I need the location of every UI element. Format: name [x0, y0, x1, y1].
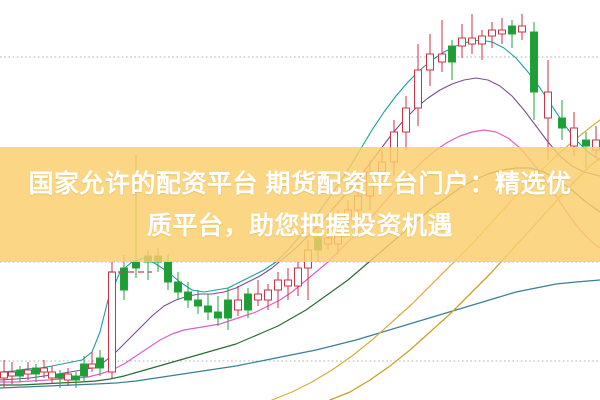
candle-body	[96, 357, 104, 369]
candlestick	[96, 350, 104, 376]
candle-body	[80, 363, 88, 377]
candle-body	[414, 69, 422, 109]
candle-body	[274, 279, 282, 291]
candle-body	[88, 363, 96, 369]
candlestick	[294, 262, 302, 296]
candlestick	[264, 284, 272, 310]
candlestick	[16, 366, 24, 382]
candle-body	[132, 261, 140, 269]
candle-body	[244, 293, 252, 311]
candle-body	[214, 311, 222, 319]
candle-body	[468, 37, 476, 45]
candlestick	[426, 34, 434, 86]
candle-body	[458, 37, 466, 47]
candle-body	[224, 299, 232, 319]
candle-body	[294, 267, 302, 287]
candlestick	[468, 14, 476, 54]
candle-body	[24, 369, 32, 375]
candle-body	[438, 53, 446, 63]
candle-body	[478, 35, 486, 45]
candle-body	[508, 25, 516, 35]
candlestick	[274, 272, 282, 308]
candlestick	[40, 360, 48, 378]
candlestick	[244, 288, 252, 318]
candle-body	[108, 271, 116, 373]
candle-body	[234, 299, 242, 311]
candlestick	[478, 30, 486, 60]
candlestick	[72, 372, 80, 388]
candle-body	[164, 261, 172, 283]
candlestick	[438, 20, 446, 72]
candle-body	[8, 371, 16, 377]
candle-body	[284, 279, 292, 287]
candle-body	[426, 53, 434, 71]
candlestick	[508, 20, 516, 48]
candlestick	[224, 288, 232, 330]
candlestick	[558, 100, 566, 140]
candlestick	[488, 22, 496, 48]
candlestick	[24, 362, 32, 380]
candlestick	[194, 290, 202, 314]
promo-banner-overlay: 国家允许的配资平台 期货配资平台门户：精选优 质平台，助您把握投资机遇	[0, 147, 600, 262]
candle-body	[570, 127, 578, 147]
candlestick	[234, 286, 242, 316]
candle-body	[32, 367, 40, 375]
candle-body	[184, 291, 192, 301]
candle-body	[402, 107, 410, 133]
candlestick	[88, 352, 96, 372]
candle-body	[518, 25, 526, 33]
candlestick	[108, 262, 116, 378]
candle-body	[194, 299, 202, 307]
candlestick	[184, 282, 192, 308]
candle-body	[40, 367, 48, 373]
candle-body	[544, 91, 552, 119]
candle-body	[498, 29, 506, 35]
candle-body	[254, 293, 262, 301]
candle-body	[0, 371, 8, 379]
candlestick	[498, 18, 506, 44]
candlestick	[214, 296, 222, 326]
candle-body	[56, 373, 64, 379]
candlestick	[8, 362, 16, 384]
candlestick	[64, 368, 72, 386]
candle-body	[72, 375, 80, 381]
candlestick	[174, 272, 182, 300]
candle-body	[558, 117, 566, 129]
candle-body	[448, 45, 456, 63]
candle-body	[48, 371, 56, 379]
candle-body	[204, 305, 212, 313]
candlestick	[284, 268, 292, 300]
candle-body	[174, 281, 182, 293]
candle-body	[530, 31, 538, 93]
ma-line-ma-long-steelblue	[0, 279, 600, 389]
candle-body	[64, 373, 72, 381]
candle-body	[264, 289, 272, 301]
candlestick	[48, 366, 56, 384]
candle-body	[16, 369, 24, 377]
candlestick	[204, 294, 212, 320]
candlestick	[518, 14, 526, 40]
candlestick	[32, 364, 40, 382]
candle-body	[582, 139, 590, 147]
promo-banner-text: 国家允许的配资平台 期货配资平台门户：精选优 质平台，助您把握投资机遇	[28, 169, 572, 240]
candlestick	[402, 96, 410, 150]
candle-body	[488, 29, 496, 37]
candlestick	[80, 356, 88, 382]
candlestick	[56, 370, 64, 388]
candlestick	[414, 44, 422, 126]
candle-body	[120, 267, 128, 291]
candlestick	[120, 255, 128, 300]
candlestick	[0, 360, 8, 388]
candlestick	[458, 24, 466, 58]
candlestick	[530, 22, 538, 120]
candlestick	[254, 280, 262, 306]
chart-gridlines	[0, 56, 600, 362]
candlestick	[544, 60, 552, 160]
candlestick	[448, 40, 456, 80]
